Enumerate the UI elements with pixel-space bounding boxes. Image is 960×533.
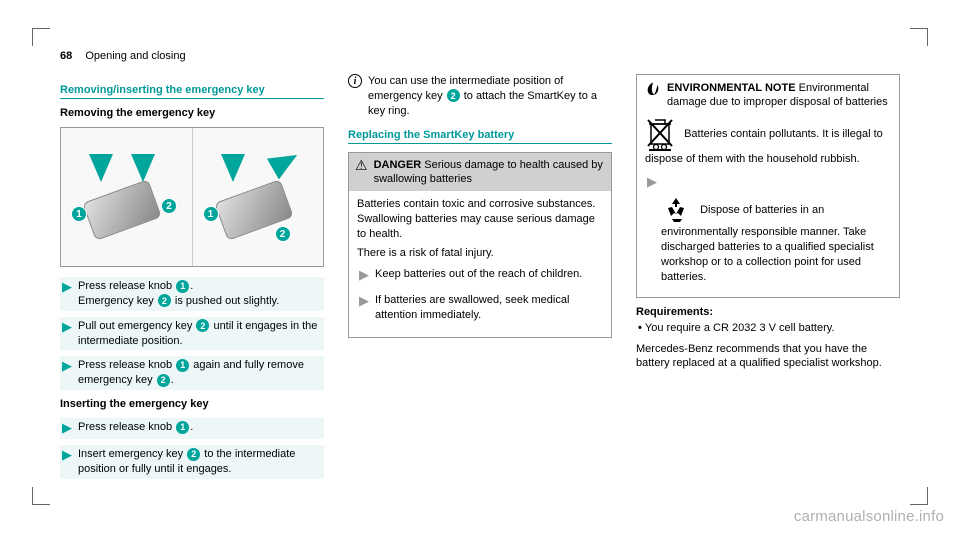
danger-body: Batteries contain toxic and corrosive su… bbox=[349, 191, 611, 337]
environmental-note-box: ENVIRONMENTAL NOTE Environmental damage … bbox=[636, 74, 900, 298]
info-intermediate-position: i You can use the intermediate position … bbox=[348, 74, 612, 119]
env-body: Batteries contain pollutants. It is ille… bbox=[645, 116, 891, 285]
watermark: carmanualsonline.info bbox=[794, 508, 944, 525]
requirements-list: You require a CR 2032 3 V cell battery. bbox=[636, 321, 900, 336]
step-arrow-icon: ▶ bbox=[62, 420, 72, 437]
page-header: 68 Opening and closing bbox=[60, 50, 900, 62]
step-arrow-icon: ▶ bbox=[647, 174, 657, 191]
step-remove-1: ▶ Press release knob 1.Emergency key 2 i… bbox=[60, 277, 324, 311]
column-1: Removing/inserting the emergency key Rem… bbox=[60, 74, 324, 485]
step-insert-1: ▶ Press release knob 1. bbox=[60, 418, 324, 439]
key-shape-left bbox=[82, 179, 161, 241]
leaf-icon bbox=[645, 81, 661, 97]
inline-callout-1: 1 bbox=[176, 359, 189, 372]
heading-replacing-battery: Replacing the SmartKey battery bbox=[348, 129, 612, 144]
arrow-out bbox=[266, 145, 302, 180]
step-insert-2-text: Insert emergency key 2 to the intermedia… bbox=[78, 447, 322, 477]
warning-icon: ⚠ bbox=[355, 158, 368, 172]
column-2: i You can use the intermediate position … bbox=[348, 74, 612, 485]
arrow-down-1 bbox=[89, 154, 113, 182]
crop-mark-tr bbox=[910, 28, 928, 46]
recycle-icon bbox=[661, 195, 691, 225]
inline-callout-2: 2 bbox=[187, 448, 200, 461]
step-remove-3: ▶ Press release knob 1 again and fully r… bbox=[60, 356, 324, 390]
figure-left: 1 2 bbox=[61, 128, 193, 266]
section-title: Opening and closing bbox=[85, 50, 185, 62]
subheading-inserting: Inserting the emergency key bbox=[60, 398, 324, 410]
info-text: You can use the intermediate position of… bbox=[368, 74, 612, 119]
inline-callout-2: 2 bbox=[196, 319, 209, 332]
step-arrow-icon: ▶ bbox=[62, 319, 72, 336]
env-body-1-text: Batteries contain pollutants. It is ille… bbox=[645, 128, 883, 165]
crop-mark-br bbox=[910, 487, 928, 505]
requirement-item: You require a CR 2032 3 V cell battery. bbox=[638, 321, 900, 336]
figure-emergency-key: 1 2 1 2 bbox=[60, 127, 324, 267]
env-head-text: ENVIRONMENTAL NOTE Environmental damage … bbox=[667, 81, 891, 110]
step-arrow-icon: ▶ bbox=[62, 358, 72, 375]
danger-head-text: DANGER Serious damage to health caused b… bbox=[374, 158, 605, 187]
danger-head: ⚠ DANGER Serious damage to health caused… bbox=[349, 153, 611, 192]
step-arrow-icon: ▶ bbox=[62, 447, 72, 464]
crop-mark-tl bbox=[32, 28, 50, 46]
inline-callout-2: 2 bbox=[447, 89, 460, 102]
danger-step-1-text: Keep batteries out of the reach of child… bbox=[375, 267, 601, 282]
page-content: 68 Opening and closing Removing/insertin… bbox=[60, 50, 900, 483]
callout-2-right: 2 bbox=[275, 226, 291, 242]
danger-body-1: Batteries contain toxic and corrosive su… bbox=[357, 197, 603, 242]
step-remove-3-text: Press release knob 1 again and fully rem… bbox=[78, 358, 322, 388]
step-insert-1-text: Press release knob 1. bbox=[78, 420, 322, 435]
danger-step-2-text: If batteries are swallowed, seek medical… bbox=[375, 293, 601, 323]
inline-callout-1: 1 bbox=[176, 280, 189, 293]
danger-step-1: ▶ Keep batteries out of the reach of chi… bbox=[357, 265, 603, 286]
step-arrow-icon: ▶ bbox=[359, 267, 369, 284]
crop-mark-bl bbox=[32, 487, 50, 505]
danger-box: ⚠ DANGER Serious damage to health caused… bbox=[348, 152, 612, 339]
env-step-arrow: ▶ bbox=[645, 172, 891, 193]
no-trash-icon bbox=[645, 116, 675, 152]
danger-step-2: ▶ If batteries are swallowed, seek medic… bbox=[357, 291, 603, 325]
heading-remove-insert: Removing/inserting the emergency key bbox=[60, 84, 324, 99]
subheading-removing: Removing the emergency key bbox=[60, 107, 324, 119]
column-3: ENVIRONMENTAL NOTE Environmental damage … bbox=[636, 74, 900, 485]
recommendation-text: Mercedes-Benz recommends that you have t… bbox=[636, 342, 900, 372]
arrow-down-3 bbox=[221, 154, 245, 182]
env-body-2: Dispose of batteries in an environmental… bbox=[645, 195, 891, 284]
step-insert-2: ▶ Insert emergency key 2 to the intermed… bbox=[60, 445, 324, 479]
callout-1-left: 1 bbox=[71, 206, 87, 222]
page-number: 68 bbox=[60, 50, 72, 62]
callout-2-left: 2 bbox=[161, 198, 177, 214]
callout-1-right: 1 bbox=[203, 206, 219, 222]
step-remove-2-text: Pull out emergency key 2 until it engage… bbox=[78, 319, 322, 349]
step-remove-2: ▶ Pull out emergency key 2 until it enga… bbox=[60, 317, 324, 351]
step-remove-1-text: Press release knob 1.Emergency key 2 is … bbox=[78, 279, 322, 309]
env-head: ENVIRONMENTAL NOTE Environmental damage … bbox=[645, 81, 891, 110]
arrow-down-2 bbox=[131, 154, 155, 182]
requirements-heading: Requirements: bbox=[636, 306, 900, 318]
env-body-2-text: Dispose of batteries in an environmental… bbox=[661, 204, 874, 283]
step-arrow-icon: ▶ bbox=[359, 293, 369, 310]
inline-callout-2: 2 bbox=[157, 374, 170, 387]
step-arrow-icon: ▶ bbox=[62, 279, 72, 296]
content-columns: Removing/inserting the emergency key Rem… bbox=[60, 74, 900, 485]
danger-body-2: There is a risk of fatal injury. bbox=[357, 246, 603, 261]
inline-callout-1: 1 bbox=[176, 421, 189, 434]
info-icon: i bbox=[348, 74, 362, 88]
figure-right: 1 2 bbox=[193, 128, 324, 266]
env-body-1: Batteries contain pollutants. It is ille… bbox=[645, 116, 891, 167]
inline-callout-2: 2 bbox=[158, 294, 171, 307]
